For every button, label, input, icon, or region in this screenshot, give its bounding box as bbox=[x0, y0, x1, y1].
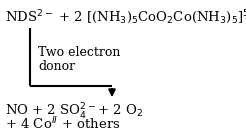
Text: donor: donor bbox=[38, 60, 75, 73]
Text: NO + 2 SO$_4^{2-}$+ 2 O$_2$: NO + 2 SO$_4^{2-}$+ 2 O$_2$ bbox=[5, 102, 143, 122]
Text: NDS$^{2-}$ + 2 [(NH$_3$)$_5$CoO$_2$Co(NH$_3$)$_5$]$^{5+}$: NDS$^{2-}$ + 2 [(NH$_3$)$_5$CoO$_2$Co(NH… bbox=[5, 8, 246, 26]
Text: + 4 Co$^{II}$ + others: + 4 Co$^{II}$ + others bbox=[5, 116, 121, 133]
Text: Two electron: Two electron bbox=[38, 46, 120, 59]
